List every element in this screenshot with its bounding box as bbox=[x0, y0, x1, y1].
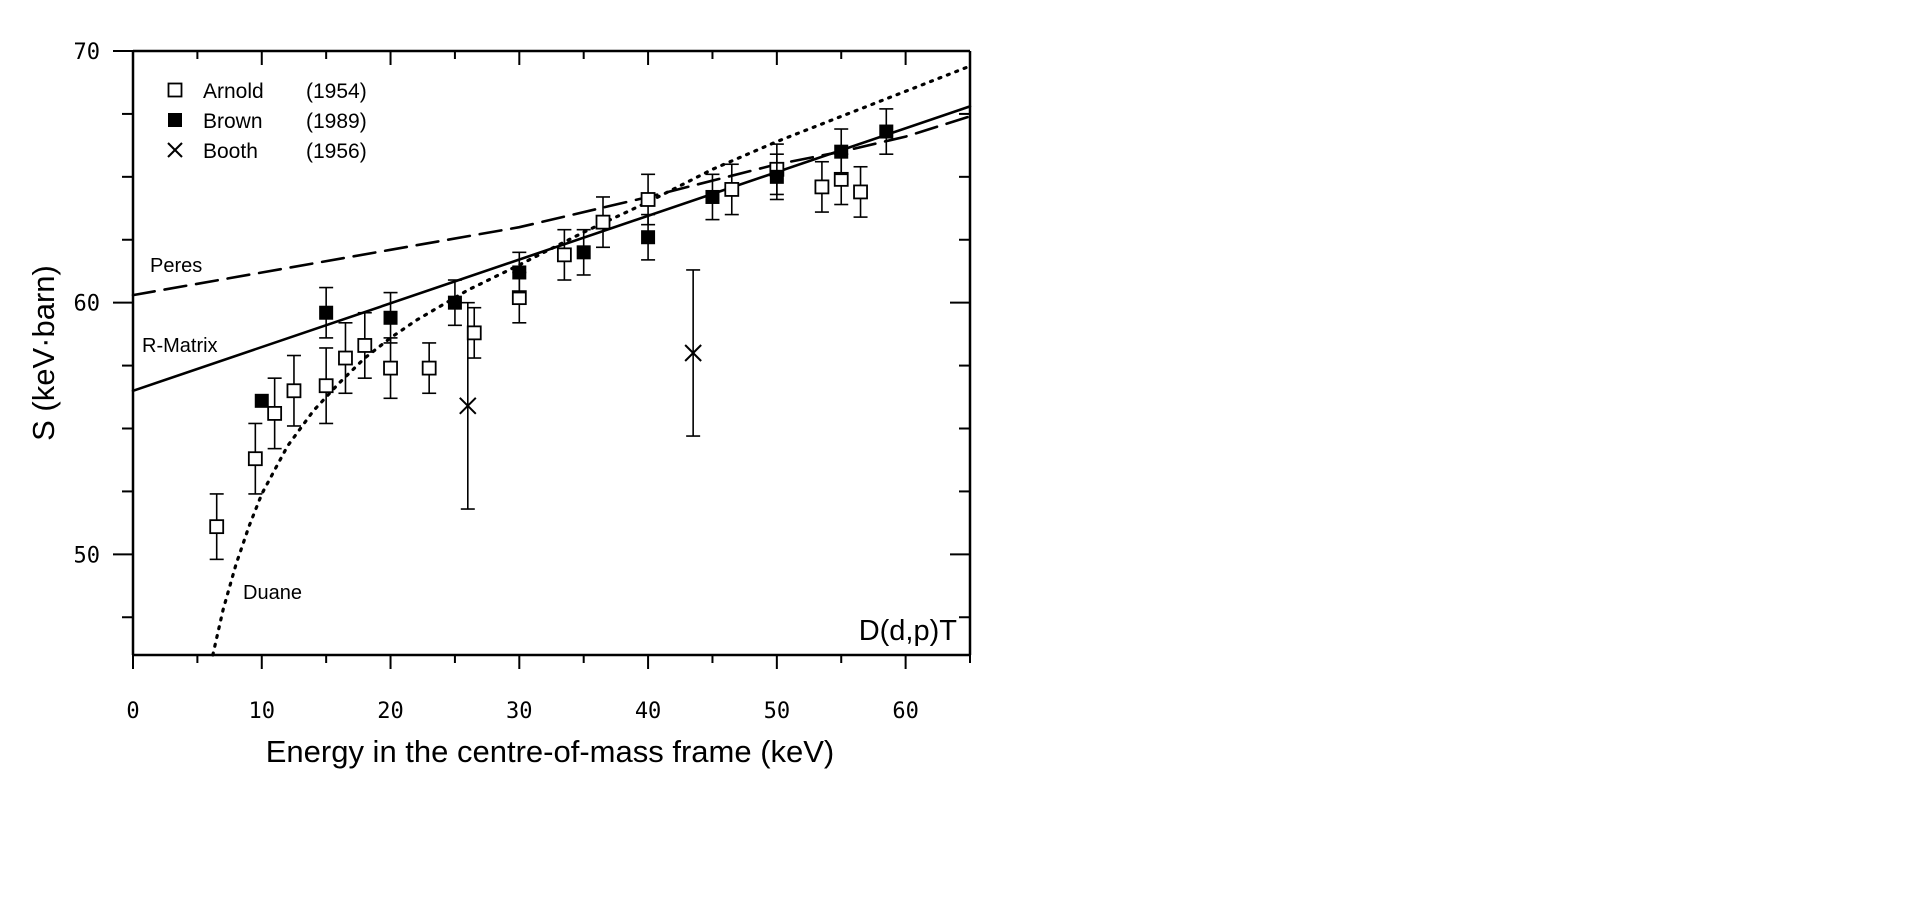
point-arnold bbox=[318, 378, 334, 394]
point-arnold bbox=[357, 338, 373, 353]
legend-label-brown: Brown bbox=[203, 110, 263, 133]
curve-label-r-matrix: R-Matrix bbox=[142, 335, 218, 357]
y-axis-title: S (keV·barn) bbox=[26, 265, 61, 441]
point-arnold bbox=[556, 247, 572, 263]
point-arnold bbox=[338, 350, 353, 366]
labels: Peres R-Matrix Duane D(d,p)T bbox=[142, 255, 957, 647]
x-tick-label: 0 bbox=[126, 699, 139, 724]
legend-marker-brown bbox=[168, 113, 182, 127]
point-brown bbox=[705, 189, 720, 204]
point-brown bbox=[834, 144, 849, 159]
legend-label-booth: Booth bbox=[203, 140, 258, 163]
y-tick-label: 60 bbox=[74, 292, 101, 317]
point-arnold bbox=[640, 192, 656, 207]
point-booth bbox=[684, 344, 702, 362]
point-arnold bbox=[466, 325, 482, 341]
point-arnold bbox=[286, 383, 302, 399]
x-tick-label: 40 bbox=[635, 699, 662, 724]
legend-year-brown: (1989) bbox=[306, 110, 367, 133]
point-brown bbox=[879, 124, 894, 139]
point-brown bbox=[769, 169, 784, 184]
point-arnold bbox=[595, 214, 611, 230]
curve-label-peres: Peres bbox=[150, 255, 202, 277]
curve-label-duane: Duane bbox=[243, 582, 302, 604]
x-tick-label: 50 bbox=[764, 699, 791, 724]
point-brown bbox=[319, 305, 334, 320]
point-brown bbox=[254, 393, 269, 408]
point-arnold bbox=[247, 451, 263, 467]
point-brown bbox=[383, 310, 398, 325]
point-brown bbox=[512, 265, 527, 280]
point-brown bbox=[447, 295, 462, 310]
point-arnold bbox=[724, 182, 740, 197]
point-brown bbox=[576, 245, 591, 260]
x-tick-label: 30 bbox=[506, 699, 533, 724]
point-arnold bbox=[853, 184, 868, 200]
legend-marker-booth bbox=[167, 142, 183, 158]
legend-marker-arnold bbox=[167, 82, 183, 98]
reaction-label: D(d,p)T bbox=[859, 615, 958, 647]
point-booth bbox=[459, 397, 477, 415]
x-tick-label: 60 bbox=[892, 699, 919, 724]
data-points bbox=[209, 108, 894, 561]
y-tick-label: 50 bbox=[74, 543, 101, 568]
point-arnold bbox=[421, 360, 437, 376]
y-tick-label: 70 bbox=[74, 40, 101, 65]
point-arnold bbox=[814, 179, 830, 195]
point-brown bbox=[641, 230, 656, 245]
legend-year-arnold: (1954) bbox=[306, 80, 367, 103]
point-arnold bbox=[267, 405, 283, 421]
x-tick-label: 20 bbox=[377, 699, 404, 724]
curve-peres bbox=[131, 115, 972, 297]
legend-year-booth: (1956) bbox=[306, 140, 367, 163]
point-arnold bbox=[209, 519, 225, 535]
x-axis-title: Energy in the centre-of-mass frame (keV) bbox=[266, 734, 835, 769]
point-arnold bbox=[383, 360, 398, 376]
axes: 0 10 20 30 40 50 60 50 60 70 Energy in the centre-… bbox=[26, 40, 972, 769]
legend-label-arnold: Arnold bbox=[203, 80, 264, 103]
legend: Arnold (1954) Brown (1989) Booth (1956) bbox=[167, 80, 367, 163]
x-tick-label: 10 bbox=[249, 699, 276, 724]
